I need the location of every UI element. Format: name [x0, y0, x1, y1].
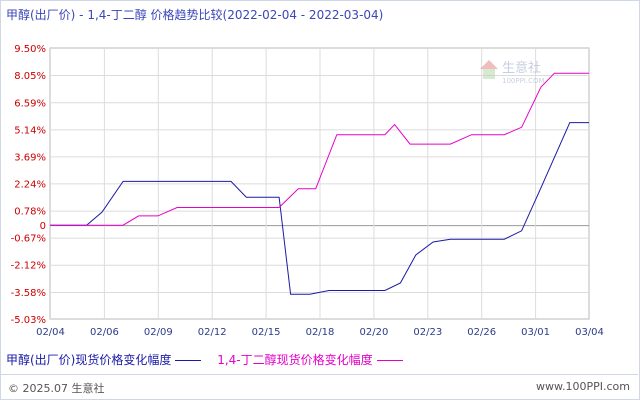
x-tick-label: 02/23 — [413, 327, 442, 338]
y-tick-label: 0 — [40, 221, 46, 232]
legend-swatch-bdo — [376, 360, 403, 361]
x-tick-label: 02/12 — [198, 327, 227, 338]
house-body-icon — [483, 69, 495, 79]
y-axis-ticks: 9.50% 8.05% 6.59% 5.14% 3.69% 2.24% 0.78% 0 -0.6… — [11, 44, 46, 326]
footer: © 2025.07 生意社 www.100PPI.com — [0, 374, 638, 399]
x-axis-ticks: 02/04 02/06 02/09 02/12 02/15 02/18 02/20 02/23… — [36, 327, 604, 338]
grid — [49, 47, 590, 320]
y-tick-label: -2.12% — [11, 261, 46, 272]
site-link[interactable]: www.100PPI.com — [536, 380, 630, 393]
watermark-site: 100PPI.COM — [502, 77, 545, 85]
series-line-methanol — [50, 122, 589, 295]
y-tick-label: 8.05% — [14, 71, 46, 82]
house-roof-icon — [480, 60, 498, 69]
y-tick-label: 0.78% — [14, 207, 46, 218]
y-tick-label: 2.24% — [14, 179, 46, 190]
x-tick-label: 02/18 — [306, 327, 335, 338]
legend-item-bdo: 1,4-丁二醇现货价格变化幅度 — [217, 351, 408, 368]
x-tick-label: 02/15 — [252, 327, 281, 338]
y-tick-label: 3.69% — [14, 152, 46, 163]
y-tick-label: 5.14% — [14, 125, 46, 136]
legend-label-methanol: 甲醇(出厂价)现货价格变化幅度 — [6, 353, 172, 367]
chart-title: 甲醇(出厂价) - 1,4-丁二醇 价格趋势比较(2022-02-04 - 20… — [6, 8, 384, 22]
legend-swatch-methanol — [175, 360, 202, 361]
x-tick-label: 02/20 — [359, 327, 388, 338]
legend-item-methanol: 甲醇(出厂价)现货价格变化幅度 — [6, 351, 207, 368]
x-tick-label: 02/26 — [467, 327, 496, 338]
copyright: © 2025.07 生意社 — [8, 382, 105, 395]
y-tick-label: -3.58% — [11, 288, 46, 299]
series-lines — [50, 72, 589, 295]
y-tick-label: -0.67% — [11, 234, 46, 245]
legend-label-bdo: 1,4-丁二醇现货价格变化幅度 — [217, 353, 373, 367]
x-tick-label: 02/09 — [144, 327, 173, 338]
series-line-bdo — [50, 72, 589, 226]
legend: 甲醇(出厂价)现货价格变化幅度 1,4-丁二醇现货价格变化幅度 — [6, 351, 415, 368]
x-tick-label: 03/04 — [575, 327, 604, 338]
x-tick-label: 02/06 — [90, 327, 119, 338]
watermark-brand: 生意社 — [502, 60, 541, 76]
x-tick-label: 03/01 — [521, 327, 550, 338]
watermark-logo: 生意社 100PPI.COM — [478, 56, 548, 90]
y-tick-label: 9.50% — [14, 44, 46, 55]
x-tick-label: 02/04 — [36, 327, 65, 338]
y-tick-label: -5.03% — [11, 315, 46, 326]
y-tick-label: 6.59% — [14, 98, 46, 109]
